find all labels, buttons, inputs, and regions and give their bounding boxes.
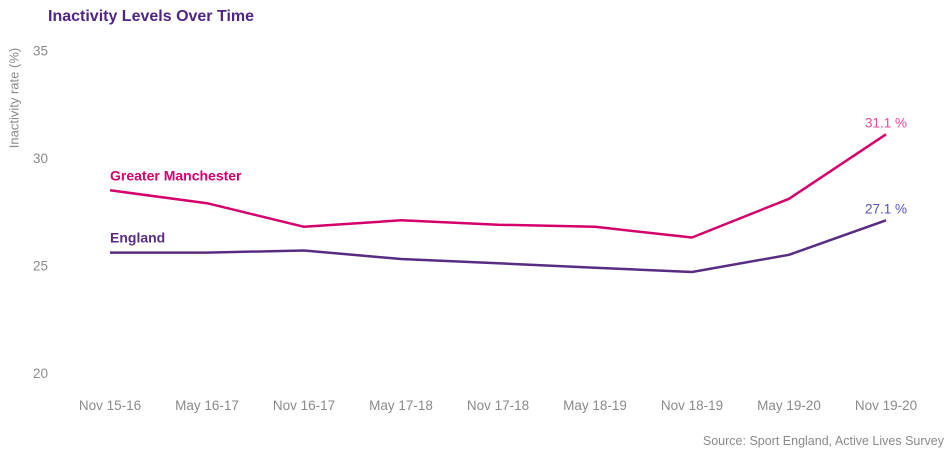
x-tick-label: Nov 19-20	[855, 398, 917, 413]
y-tick-label: 30	[33, 151, 48, 166]
end-value-label-greater-manchester: 31.1 %	[865, 115, 907, 130]
series-line-greater-manchester	[109, 133, 887, 239]
x-tick-label: Nov 16-17	[273, 398, 335, 413]
x-tick-label: May 16-17	[175, 398, 239, 413]
x-tick-label: Nov 18-19	[661, 398, 723, 413]
x-tick-label: May 17-18	[369, 398, 433, 413]
x-tick-label: May 19-20	[757, 398, 821, 413]
y-tick-label: 25	[33, 259, 48, 274]
x-tick-label: May 18-19	[563, 398, 627, 413]
chart-title: Inactivity Levels Over Time	[48, 8, 255, 25]
series-label-england: England	[110, 230, 165, 246]
x-tick-label: Nov 15-16	[79, 398, 141, 413]
x-tick-label: Nov 17-18	[467, 398, 529, 413]
series-line-england	[110, 219, 887, 274]
source-note: Source: Sport England, Active Lives Surv…	[702, 434, 944, 448]
series-label-greater-manchester: Greater Manchester	[110, 167, 242, 183]
end-value-label-england: 27.1 %	[865, 201, 907, 216]
y-tick-label: 20	[33, 366, 48, 381]
y-tick-label: 35	[33, 44, 48, 59]
